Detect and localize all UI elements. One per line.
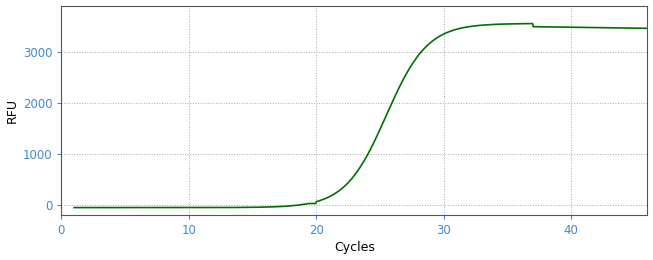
X-axis label: Cycles: Cycles <box>334 242 375 255</box>
Y-axis label: RFU: RFU <box>6 98 18 123</box>
